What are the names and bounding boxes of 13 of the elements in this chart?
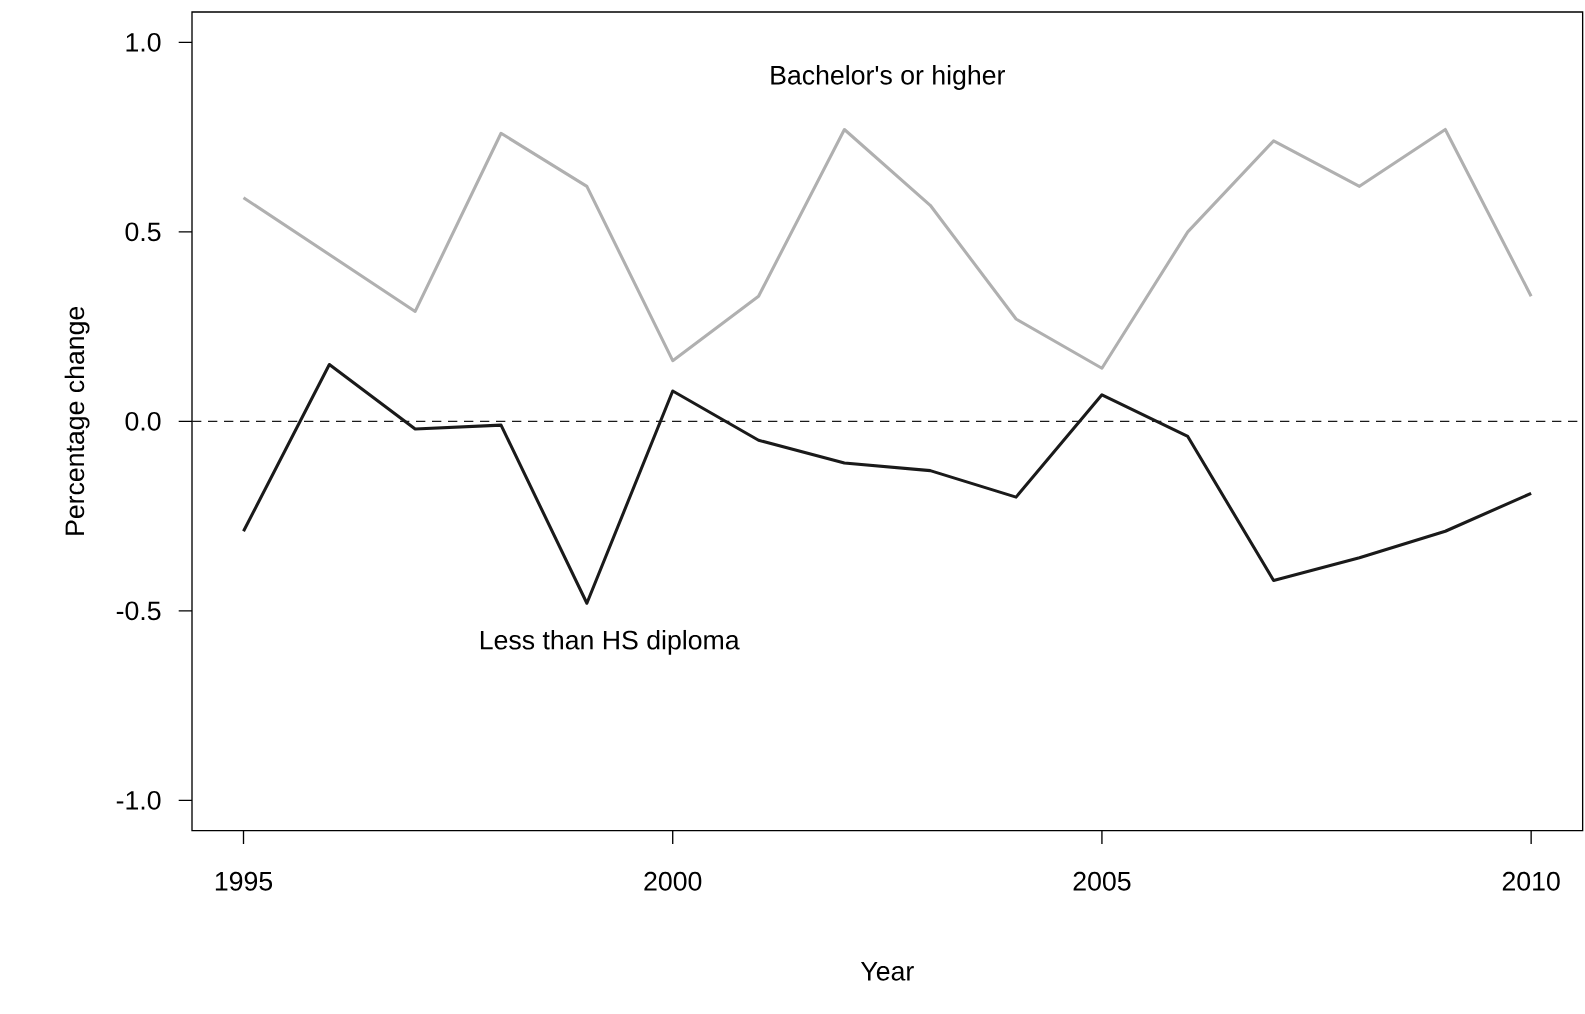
x-tick-label: 1995 xyxy=(215,871,273,891)
text: Bachelor's or higher xyxy=(771,65,1005,90)
y-tick-label: 1.0 xyxy=(126,32,161,52)
y-tick-label: -1.0 xyxy=(116,790,161,810)
y-tick-label: -0.5 xyxy=(116,601,161,621)
x-axis-title: Year xyxy=(860,962,914,981)
y-axis-title: Percentage change xyxy=(64,306,90,535)
y-tick-label: 0.5 xyxy=(125,222,161,242)
series-label: Less than HS diploma xyxy=(480,629,740,655)
x-tick-label: 2005 xyxy=(1073,871,1131,891)
x-tick-label: 2000 xyxy=(644,871,702,891)
x-tick-label: 2010 xyxy=(1502,871,1560,891)
y-tick-label: 0.0 xyxy=(125,411,161,431)
